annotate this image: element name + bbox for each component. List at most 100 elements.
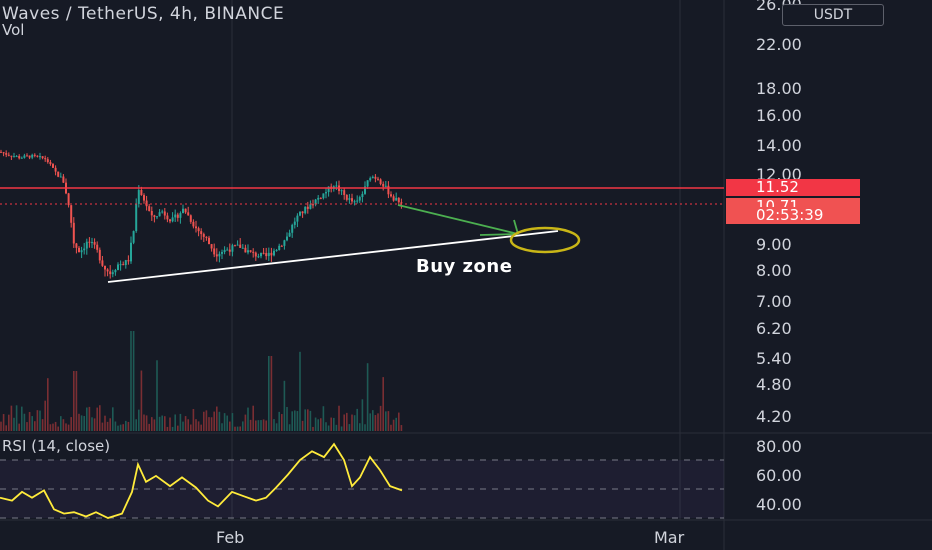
volume-bar — [239, 426, 241, 431]
volume-bar — [327, 425, 330, 431]
volume-bar — [73, 371, 75, 431]
price-tick-label: 18.00 — [756, 79, 802, 98]
volume-bar — [346, 412, 348, 431]
candle-body — [150, 210, 153, 216]
candle-body — [335, 185, 338, 187]
candle-body — [392, 196, 395, 201]
volume-bar — [148, 423, 150, 431]
price-tick-label: 4.80 — [756, 375, 792, 394]
volume-bar — [190, 424, 192, 431]
volume-bar — [80, 415, 83, 431]
volume-bar — [54, 421, 57, 431]
price-tick-label: 7.00 — [756, 292, 792, 311]
buy-zone-circle[interactable] — [509, 226, 581, 254]
candle-body — [343, 190, 346, 195]
volume-bar — [166, 426, 169, 431]
price-tick-label: 9.00 — [756, 235, 792, 254]
volume-bar — [242, 421, 244, 431]
price-tick-label: 4.20 — [756, 407, 792, 426]
volume-bar — [174, 414, 176, 431]
price-tick-label: 5.40 — [756, 349, 792, 368]
candle-body — [169, 219, 171, 222]
candle-body — [356, 200, 359, 202]
volume-bar — [265, 420, 267, 431]
candle-body — [158, 212, 161, 217]
candle-body — [236, 244, 239, 246]
candle-body — [351, 198, 353, 202]
candle-body — [304, 206, 307, 214]
price-axis: 26.0022.0018.0016.0014.0012.009.008.007.… — [756, 0, 802, 426]
candle-body — [379, 179, 382, 184]
volume-bar — [278, 411, 280, 431]
volume-bar — [281, 414, 283, 431]
volume-bar — [294, 410, 296, 431]
volume-bar — [88, 406, 91, 431]
candle-body — [72, 222, 75, 244]
volume-label: Vol — [2, 21, 25, 39]
volume-bar — [208, 417, 210, 431]
currency-button[interactable]: USDT — [782, 4, 884, 26]
candle-body — [145, 200, 148, 207]
candle-body — [98, 249, 101, 261]
candle-body — [153, 215, 156, 217]
candle-body — [7, 154, 10, 156]
volume-bar — [2, 414, 5, 431]
candle-body — [80, 250, 83, 253]
candle-body — [174, 214, 177, 218]
volume-bar — [387, 411, 390, 431]
volume-bar — [156, 360, 158, 431]
volume-bar — [382, 377, 384, 431]
volume-bar — [184, 416, 187, 431]
candle-body — [10, 155, 13, 157]
volume-bar — [93, 418, 96, 431]
volume-bar — [164, 416, 166, 431]
candle-body — [189, 215, 192, 222]
candle-body — [200, 231, 203, 235]
candle-body — [322, 193, 325, 199]
candle-body — [309, 204, 312, 209]
volume-bar — [28, 412, 31, 431]
volume-bar — [286, 406, 288, 431]
candle-body — [148, 206, 151, 211]
candle-body — [283, 240, 286, 246]
volume-bar — [221, 423, 223, 431]
candle-body — [179, 213, 182, 218]
volume-bar — [171, 426, 174, 431]
volume-bar — [353, 415, 356, 431]
volume-bar — [91, 417, 93, 431]
candle-body — [241, 247, 244, 249]
candle-body — [395, 197, 398, 201]
volume-bar — [99, 405, 101, 431]
volume-bar — [44, 400, 46, 431]
rsi-label: RSI (14, close) — [2, 437, 111, 455]
candle-body — [28, 155, 31, 158]
price-tick-label: 6.20 — [756, 319, 792, 338]
volume-bar — [247, 407, 249, 431]
volume-bar — [104, 415, 106, 431]
candle-body — [13, 156, 15, 158]
candle-body — [67, 193, 70, 206]
countdown-tag: 02:53:39 — [726, 207, 860, 224]
candle-body — [192, 221, 195, 227]
candle-body — [104, 265, 106, 270]
volume-bar — [236, 426, 239, 431]
volume-bars — [0, 331, 403, 431]
candle-body — [267, 252, 270, 257]
candle-body — [397, 197, 400, 203]
volume-bar — [39, 410, 41, 431]
candle-body — [5, 153, 8, 155]
volume-bar — [260, 420, 262, 431]
volume-bar — [322, 406, 325, 431]
projection-arrow[interactable] — [397, 204, 519, 235]
volume-bar — [361, 399, 364, 431]
candle-body — [101, 260, 104, 266]
candle-body — [117, 264, 119, 271]
volume-bar — [145, 415, 148, 431]
support-trendline[interactable] — [107, 230, 559, 283]
candle-body — [197, 228, 200, 232]
volume-bar — [385, 411, 387, 431]
volume-bar — [23, 413, 26, 431]
volume-bar — [195, 419, 197, 431]
volume-bar — [338, 405, 340, 431]
